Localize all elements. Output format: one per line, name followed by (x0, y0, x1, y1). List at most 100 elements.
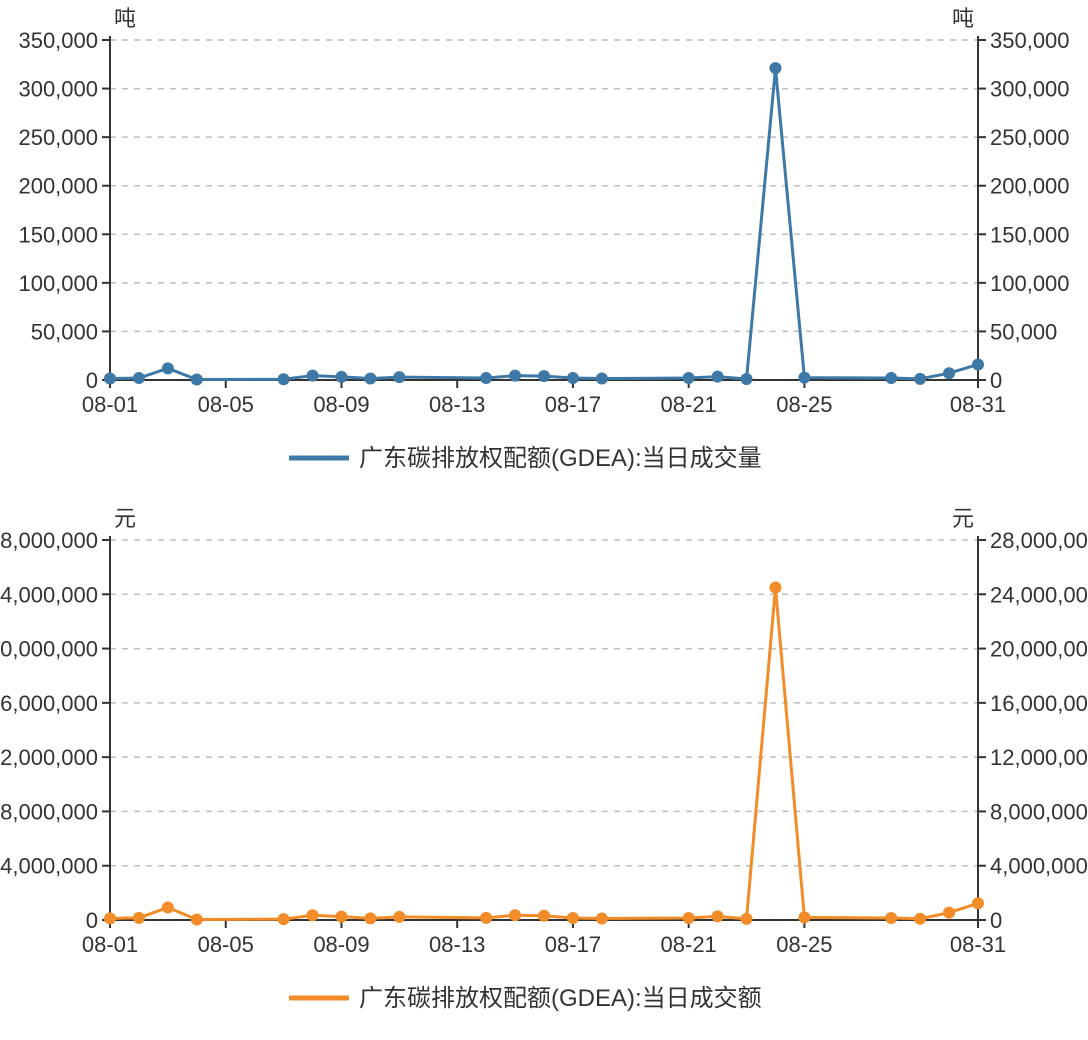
chart1-series-marker (769, 62, 781, 74)
x-tick-label: 08-01 (82, 932, 138, 957)
y-tick-label-right: 28,000,000 (990, 528, 1088, 553)
y-tick-label-left: 150,000 (18, 222, 98, 247)
y-tick-label-left: 28,000,000 (0, 528, 98, 553)
y-tick-label-left: 12,000,000 (0, 745, 98, 770)
x-tick-label: 08-05 (198, 932, 254, 957)
y-tick-label-right: 100,000 (990, 271, 1070, 296)
chart2-series-marker (393, 911, 405, 923)
y-tick-label-left: 20,000,000 (0, 637, 98, 662)
chart1-series-marker (712, 371, 724, 383)
chart1-legend-label: 广东碳排放权配额(GDEA):当日成交量 (359, 445, 762, 472)
y-tick-label-right: 150,000 (990, 222, 1070, 247)
x-tick-label: 08-09 (313, 932, 369, 957)
y-tick-label-right: 20,000,000 (990, 637, 1088, 662)
chart1-series-marker (683, 372, 695, 384)
y-tick-label-left: 4,000,000 (0, 854, 98, 879)
y-tick-label-left: 300,000 (18, 77, 98, 102)
y-tick-label-left: 200,000 (18, 174, 98, 199)
chart1-series-marker (335, 371, 347, 383)
chart1-series-marker (538, 370, 550, 382)
chart2-series-marker (364, 912, 376, 924)
chart-turnover: 0 0 4,000,000 4,000,000 8,000,000 8,000,000 12… (0, 500, 1088, 1040)
chart2-series-marker (307, 909, 319, 921)
y-unit-label-right: 吨 (952, 6, 974, 31)
y-tick-label-right: 300,000 (990, 77, 1070, 102)
y-tick-label-right: 200,000 (990, 174, 1070, 199)
chart1-series-line (110, 68, 978, 379)
y-tick-label-right: 12,000,000 (990, 745, 1088, 770)
x-tick-label: 08-31 (950, 932, 1006, 957)
chart2-series-marker (480, 912, 492, 924)
chart2-series-marker (769, 582, 781, 594)
chart1-series-marker (596, 373, 608, 385)
y-tick-label-left: 250,000 (18, 125, 98, 150)
chart2-series-marker (133, 912, 145, 924)
chart2-series-marker (712, 910, 724, 922)
x-tick-label: 08-21 (661, 392, 717, 417)
x-tick-label: 08-09 (313, 392, 369, 417)
chart2-series-marker (509, 909, 521, 921)
chart2-series-marker (972, 897, 984, 909)
y-tick-label-left: 350,000 (18, 28, 98, 53)
chart2-series-marker (596, 913, 608, 925)
y-tick-label-left: 0 (86, 368, 98, 393)
chart1-svg: 0050,00050,000100,000100,000150,000150,0… (0, 0, 1088, 500)
chart1-series-marker (393, 371, 405, 383)
chart2-series-marker (191, 913, 203, 925)
x-tick-label: 08-25 (776, 932, 832, 957)
y-tick-label-left: 100,000 (18, 271, 98, 296)
chart1-series-marker (191, 374, 203, 386)
chart2-series-marker (798, 911, 810, 923)
chart1-series-marker (741, 373, 753, 385)
chart2-series-marker (683, 912, 695, 924)
chart-volume: 0050,00050,000100,000100,000150,000150,0… (0, 0, 1088, 500)
chart2-series-marker (914, 913, 926, 925)
y-tick-label-left: 8,000,000 (0, 799, 98, 824)
chart2-series-marker (335, 911, 347, 923)
x-tick-label: 08-21 (661, 932, 717, 957)
chart1-series-marker (885, 372, 897, 384)
y-tick-label-right: 24,000,000 (990, 582, 1088, 607)
chart2-series-marker (885, 912, 897, 924)
y-tick-label-left: 0 (86, 908, 98, 933)
chart1-series-marker (943, 367, 955, 379)
chart2-series-marker (567, 912, 579, 924)
y-unit-label-left: 元 (114, 506, 136, 531)
chart1-series-marker (104, 373, 116, 385)
chart2-series-line (110, 588, 978, 920)
x-tick-label: 08-13 (429, 932, 485, 957)
chart1-series-marker (972, 358, 984, 370)
y-tick-label-right: 0 (990, 368, 1002, 393)
y-tick-label-left: 16,000,000 (0, 691, 98, 716)
x-tick-label: 08-17 (545, 392, 601, 417)
y-tick-label-right: 0 (990, 908, 1002, 933)
x-tick-label: 08-05 (198, 392, 254, 417)
y-unit-label-right: 元 (952, 506, 974, 531)
chart2-series-marker (278, 913, 290, 925)
x-tick-label: 08-13 (429, 392, 485, 417)
chart2-svg: 0 0 4,000,000 4,000,000 8,000,000 8,000,000 12… (0, 500, 1088, 1040)
chart2-series-marker (538, 910, 550, 922)
x-tick-label: 08-17 (545, 932, 601, 957)
y-tick-label-right: 16,000,000 (990, 691, 1088, 716)
x-tick-label: 08-01 (82, 392, 138, 417)
chart1-series-marker (162, 362, 174, 374)
chart2-series-marker (162, 902, 174, 914)
chart1-series-marker (278, 373, 290, 385)
y-tick-label-right: 350,000 (990, 28, 1070, 53)
x-tick-label: 08-25 (776, 392, 832, 417)
page: { "layout": { "page_width": 1088, "page_… (0, 0, 1088, 1040)
y-tick-label-right: 4,000,000 (990, 854, 1088, 879)
chart2-series-marker (943, 907, 955, 919)
chart2-series-marker (741, 913, 753, 925)
y-tick-label-right: 8,000,000 (990, 799, 1088, 824)
chart1-series-marker (133, 372, 145, 384)
chart2-legend-label: 广东碳排放权配额(GDEA):当日成交额 (359, 985, 762, 1012)
chart1-series-marker (480, 372, 492, 384)
chart2-series-marker (104, 912, 116, 924)
x-tick-label: 08-31 (950, 392, 1006, 417)
y-unit-label-left: 吨 (114, 6, 136, 31)
chart1-series-marker (567, 372, 579, 384)
y-tick-label-left: 50,000 (31, 319, 98, 344)
chart1-series-marker (307, 370, 319, 382)
